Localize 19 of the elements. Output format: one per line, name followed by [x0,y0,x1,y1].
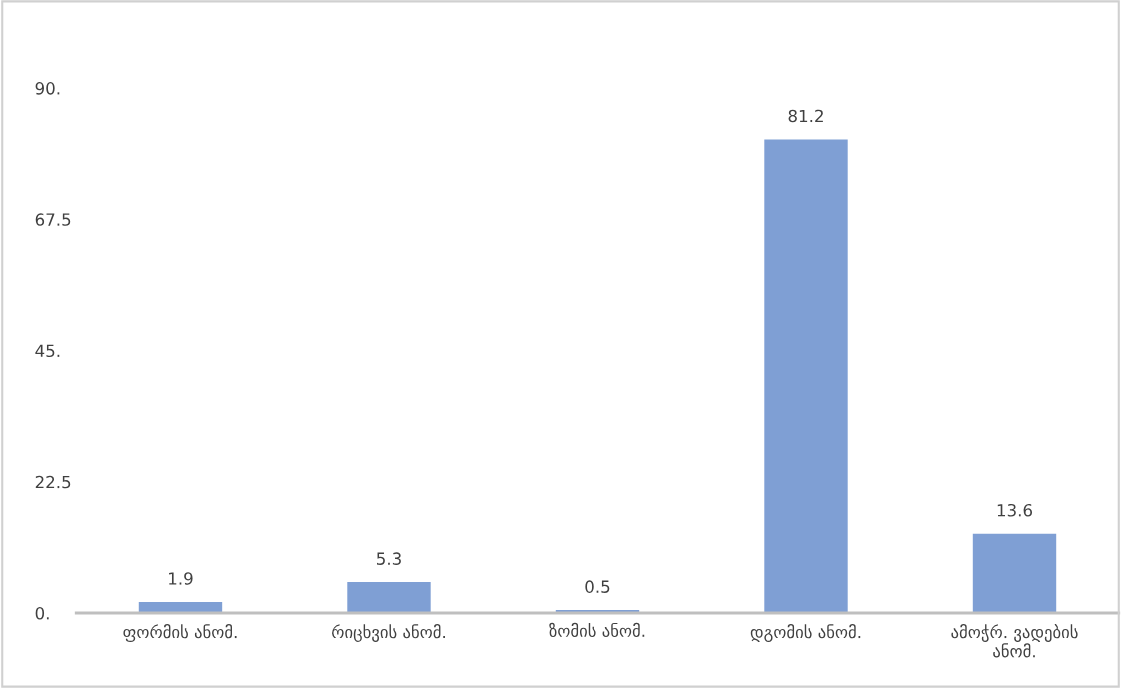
y-tick-label: 0. [35,606,49,620]
x-tick-label: რიცხვის ანომ. [332,624,445,642]
bar [764,139,848,614]
bar [972,533,1057,614]
y-tick-label: 90. [35,82,60,95]
data-label: 81.2 [788,109,823,123]
x-tick-label: ფორმის ანომ. [123,624,237,642]
x-tick-label: ზომის ანომ. [549,622,645,638]
y-tick-label: 67.5 [35,213,71,226]
y-tick-label: 22.5 [35,475,71,489]
data-label: 5.3 [377,552,401,565]
bar [347,582,431,614]
data-label: 13.6 [997,503,1033,517]
x-tick-label: ამოჭრ. ვადების ანომ. [951,624,1078,658]
data-label: 1.9 [169,572,193,585]
y-tick-label: 45. [35,344,60,358]
bar [138,601,223,614]
data-label: 0.5 [585,580,610,593]
x-tick-label: დგომის ანომ. [750,624,861,642]
